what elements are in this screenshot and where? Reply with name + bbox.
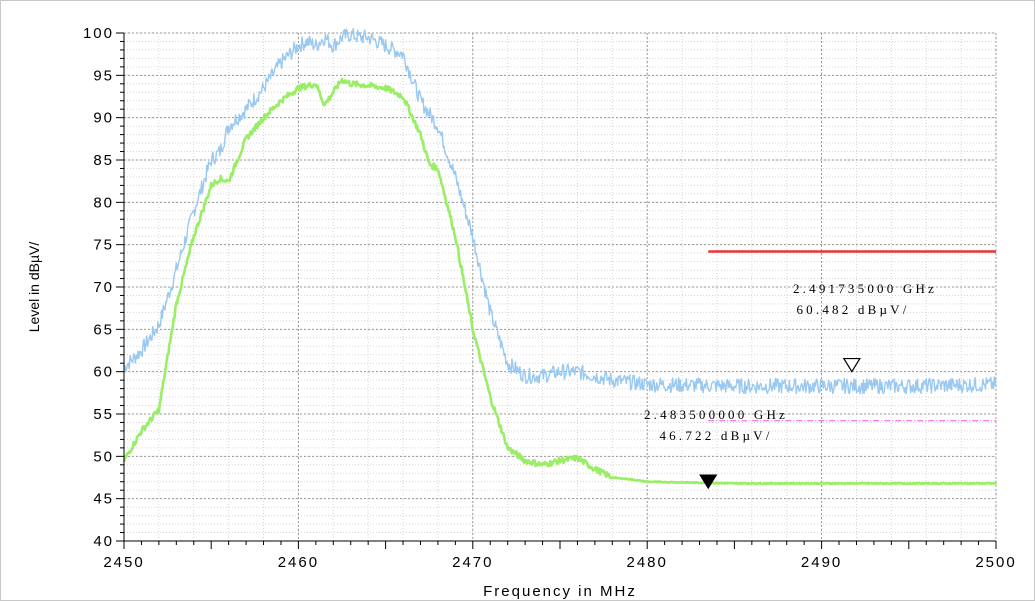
axes: [116, 32, 997, 549]
x-tick-label: 2500: [975, 554, 1016, 571]
marker-triangle-2: [842, 357, 861, 373]
y-tick-label: 50: [93, 448, 114, 465]
marker-triangle-1: [699, 474, 718, 490]
marker-level-2: 60.482 dBµV/: [796, 302, 909, 317]
y-tick-label: 75: [93, 237, 114, 254]
y-tick-label: 60: [93, 364, 114, 381]
y-tick-label: 90: [93, 110, 114, 127]
x-axis-title: Frequency in MHz: [483, 583, 637, 600]
x-tick-label: 2460: [278, 554, 319, 571]
traces: [122, 27, 997, 486]
y-tick-label: 95: [93, 67, 114, 84]
y-tick-label: 80: [93, 194, 114, 211]
markers: 2.483500000 GHz 46.722 dBµV/2.491735000 G…: [644, 281, 937, 490]
y-tick-label: 100: [83, 25, 114, 42]
x-tick-label: 2490: [801, 554, 842, 571]
y-tick-label: 40: [93, 533, 114, 550]
marker-level-1: 46.722 dBµV/: [659, 428, 772, 443]
trace-1: [123, 27, 997, 395]
x-tick-label: 2470: [452, 554, 493, 571]
marker-frequency-1: 2.483500000 GHz: [644, 407, 788, 422]
y-tick-label: 70: [93, 279, 114, 296]
y-tick-label: 85: [93, 152, 114, 169]
x-tick-label: 2480: [627, 554, 668, 571]
y-tick-label: 55: [93, 406, 114, 423]
x-tick-label: 2450: [103, 554, 144, 571]
y-tick-label: 45: [93, 491, 114, 508]
trace-2: [122, 77, 997, 486]
limit-lines: [708, 250, 996, 422]
y-tick-label: 65: [93, 321, 114, 338]
grid: [123, 32, 997, 542]
tick-labels: 40 45 50 55 60 65 70 75 80 85 90 95 100 2450 2460 2470 2…: [83, 25, 1016, 571]
y-axis-title: Level in dBµV/: [26, 242, 42, 333]
marker-frequency-2: 2.491735000 GHz: [793, 281, 937, 296]
